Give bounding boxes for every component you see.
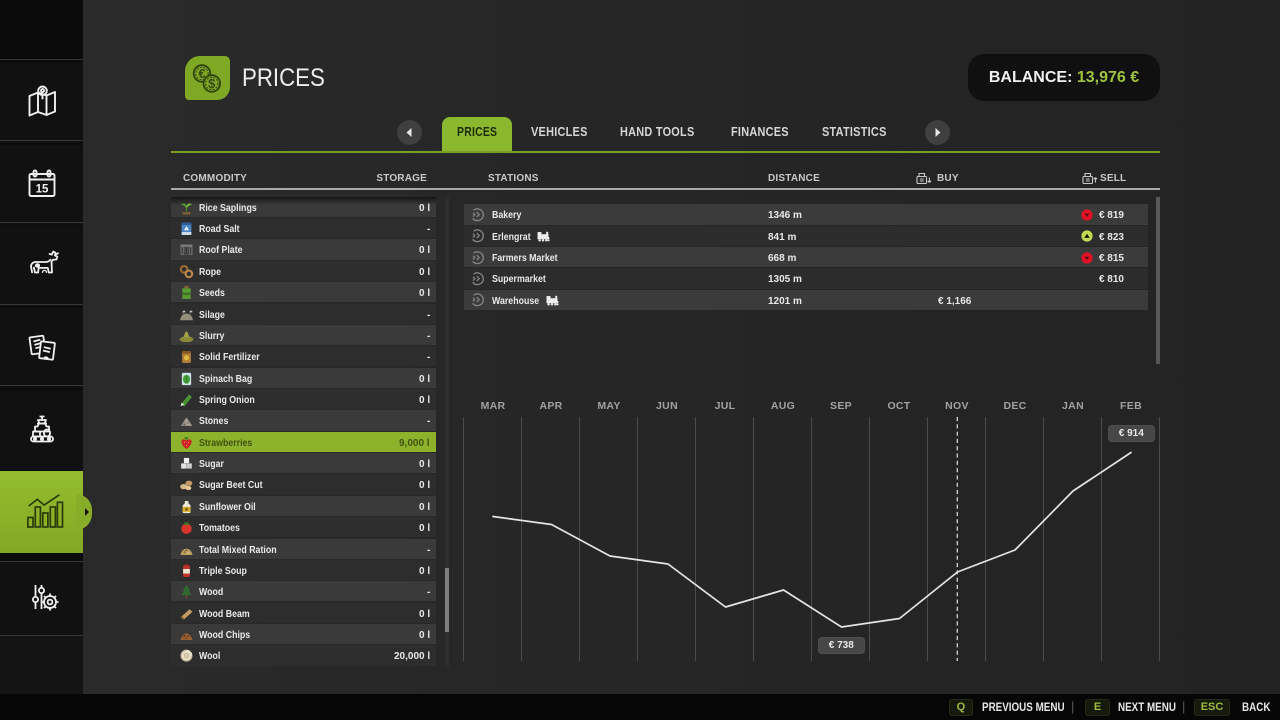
svg-text:15: 15 xyxy=(35,183,48,195)
svg-text:$: $ xyxy=(208,76,216,91)
svg-text:€: € xyxy=(198,66,205,81)
